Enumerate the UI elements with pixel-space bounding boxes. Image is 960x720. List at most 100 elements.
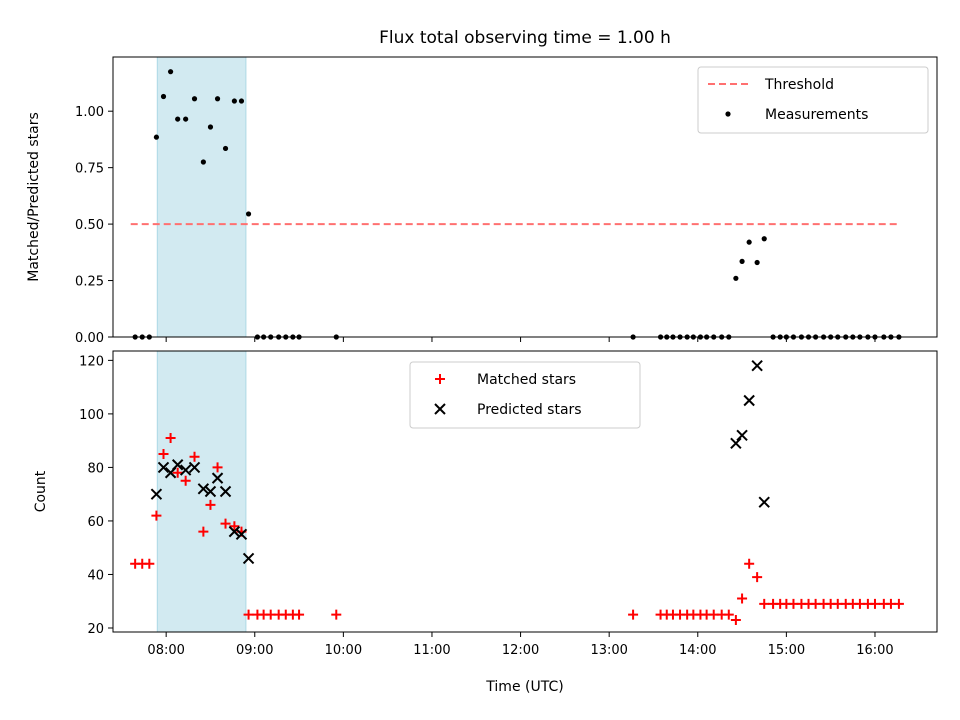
y-tick-label: 0.00 [75, 331, 104, 346]
data-point [235, 528, 248, 541]
data-point [754, 259, 760, 266]
x-tick-label: 14:00 [679, 643, 716, 658]
legend-marker-swatch [435, 374, 445, 384]
data-point [200, 159, 206, 165]
data-point [207, 124, 214, 130]
data-point [737, 593, 748, 604]
legend-marker-swatch [434, 403, 446, 415]
data-point [214, 96, 221, 102]
data-point [743, 394, 755, 407]
data-point [189, 451, 200, 462]
x-tick-label: 11:00 [413, 643, 450, 658]
y-tick-label: 0.75 [75, 162, 104, 177]
x-tick-label: 12:00 [502, 643, 539, 658]
count-panel: 08:00 09:00 10:00 11:00 12:00 13:00 14:00 15:00… [33, 350, 938, 658]
data-point [758, 496, 770, 508]
data-point [188, 461, 201, 474]
data-point [179, 464, 192, 476]
data-point [761, 236, 767, 242]
legend-box [409, 361, 641, 429]
axes-frame [112, 350, 938, 633]
data-point [197, 483, 210, 495]
ratio-panel: 0.00 0.25 0.50 0.75 1.00 Matched/Predicted st… [26, 56, 938, 346]
y-tick-label: 1.00 [75, 105, 104, 120]
data-point [869, 598, 880, 609]
data-point [167, 69, 174, 75]
data-point [231, 98, 237, 104]
data-point [219, 485, 232, 498]
legend-marker-swatch [725, 111, 731, 117]
x-tick-label: 13:00 [590, 643, 627, 658]
y-tick-label: 40 [87, 568, 104, 583]
data-point [751, 360, 763, 372]
x-tick-label: 10:00 [325, 643, 362, 658]
data-point [736, 429, 748, 442]
data-point [157, 461, 170, 474]
data-point [228, 525, 241, 538]
data-point [242, 552, 255, 565]
data-point [744, 558, 755, 569]
data-point [165, 432, 176, 443]
y-tick-label: 120 [79, 354, 104, 369]
x-tick-label: 09:00 [236, 643, 273, 658]
data-point [730, 437, 742, 450]
data-point [171, 459, 184, 471]
data-point [158, 449, 169, 460]
data-point [893, 598, 904, 609]
data-point [739, 258, 745, 264]
data-point [331, 609, 342, 620]
data-point [746, 239, 752, 245]
data-point [243, 609, 254, 620]
chart-title: Flux total observing time = 1.00 h [379, 28, 671, 48]
legend: Threshold Measurements [697, 66, 929, 134]
legend-label: Predicted stars [477, 402, 582, 418]
x-tick-label: 16:00 [856, 643, 893, 658]
y-tick-label: 0.25 [75, 275, 104, 290]
data-point [175, 116, 181, 122]
y-tick-label: 0.50 [75, 218, 104, 233]
data-point [180, 475, 191, 486]
data-point [205, 499, 216, 510]
data-point [172, 467, 183, 478]
data-point [730, 614, 741, 625]
data-point [628, 609, 639, 620]
data-point [222, 145, 229, 152]
y-tick-label: 20 [87, 622, 104, 637]
legend-label: Threshold [764, 77, 834, 93]
data-point [294, 609, 305, 620]
data-point [752, 572, 763, 583]
data-point [211, 472, 224, 484]
data-point [733, 275, 739, 281]
data-point [204, 485, 217, 498]
legend-label: Measurements [765, 107, 868, 123]
data-point [212, 462, 223, 473]
series-plus [130, 432, 904, 625]
data-point [220, 518, 231, 529]
data-point [183, 116, 189, 122]
axes-frame [112, 56, 938, 338]
data-point [144, 558, 155, 569]
y-axis-label: Count [33, 470, 49, 512]
x-axis-label: Time (UTC) [485, 679, 563, 695]
legend: Matched stars Predicted stars [409, 361, 641, 429]
data-point [191, 96, 198, 102]
highlight-span [156, 56, 247, 338]
y-axis-label: Matched/Predicted stars [26, 112, 42, 282]
data-point [723, 609, 734, 620]
y-tick-label: 60 [87, 515, 104, 530]
x-tick-label: 15:00 [768, 643, 805, 658]
x-tick-label: 08:00 [147, 643, 184, 658]
data-point [759, 598, 770, 609]
data-point [198, 526, 209, 537]
data-point [151, 510, 162, 521]
data-point [153, 134, 160, 140]
legend-label: Matched stars [477, 372, 576, 388]
data-point [160, 93, 167, 100]
legend-box [697, 66, 929, 134]
data-point [238, 98, 245, 104]
data-point [229, 521, 240, 532]
data-point [150, 488, 163, 500]
series-x [150, 360, 770, 565]
y-tick-label: 80 [87, 461, 104, 476]
